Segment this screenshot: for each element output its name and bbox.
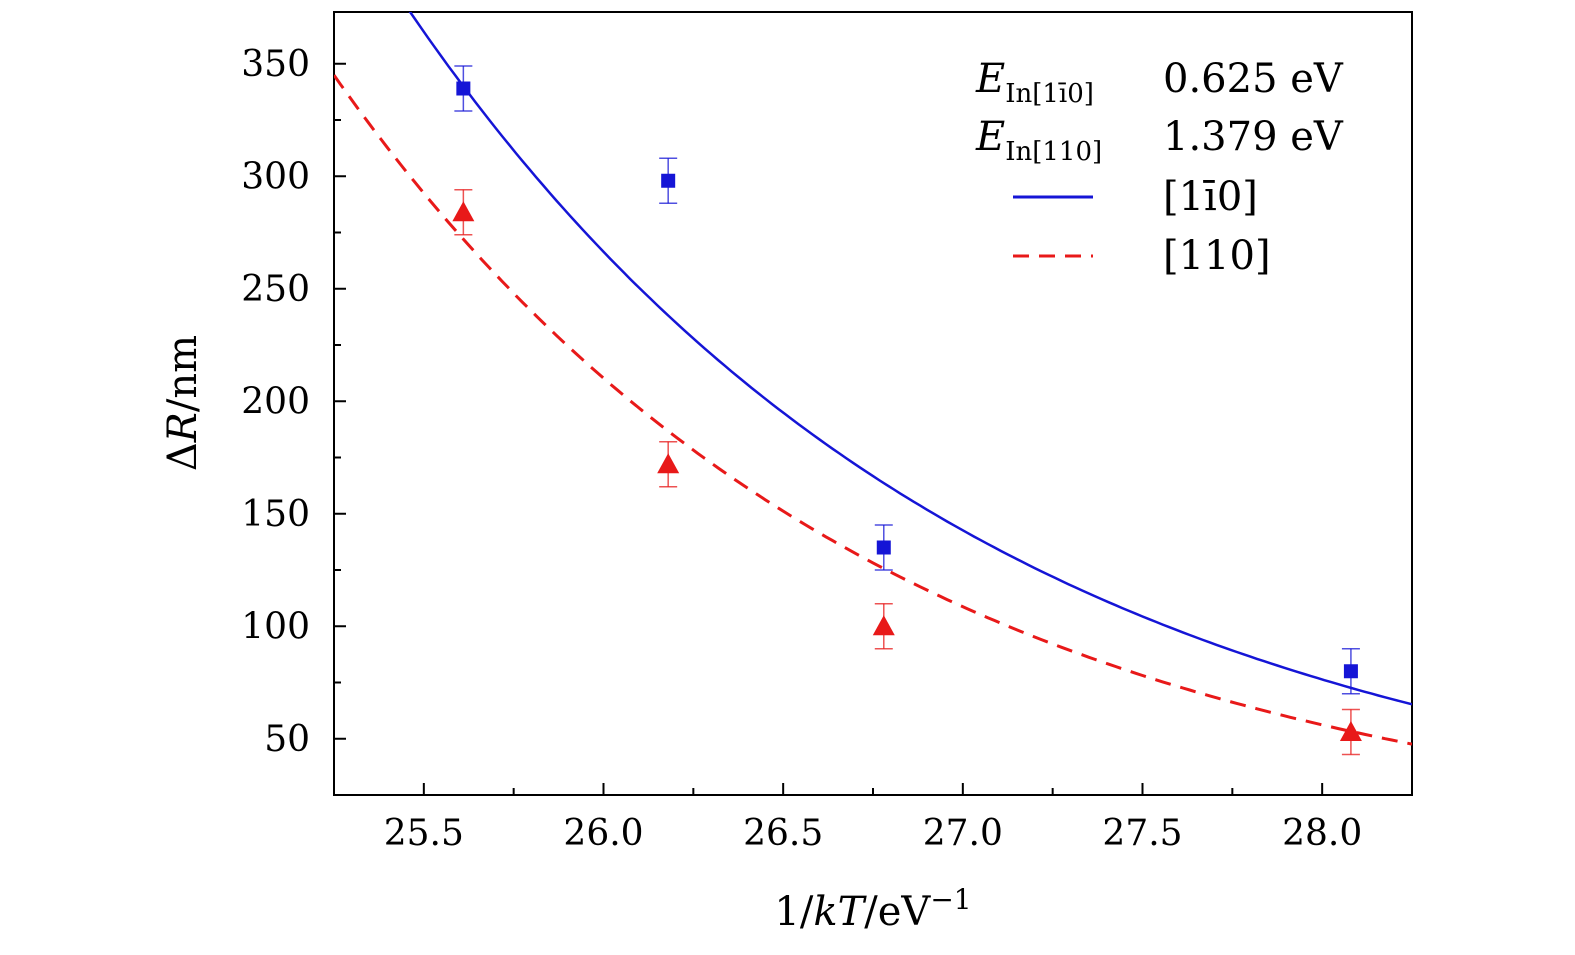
x-tick-label: 26.5	[743, 813, 823, 854]
y-axis-ticks: 50 100 150 200 250 300 350	[241, 44, 346, 796]
fit-curve-1-10	[408, 12, 1412, 706]
data-point-triangle	[872, 615, 895, 636]
y-tick-label: 250	[241, 269, 310, 310]
svg-text:EIn[1ī0]: EIn[1ī0]	[975, 56, 1094, 109]
data-point-square	[661, 173, 676, 188]
data-point-square	[456, 81, 471, 96]
legend: EIn[1ī0] 0.625 eV EIn[110] 1.379 eV [1ī0…	[975, 56, 1344, 279]
legend-energy-row-1: EIn[1ī0] 0.625 eV	[975, 56, 1344, 109]
data-point-square	[1343, 664, 1358, 679]
legend-energy-subscript: In[1ī0]	[1005, 79, 1094, 109]
y-tick-label: 100	[241, 606, 310, 647]
legend-energy-symbol: E	[975, 56, 1005, 102]
y-tick-label: 50	[264, 719, 310, 760]
x-axis-title: 1/kT/eV−1	[774, 883, 971, 935]
y-tick-label: 350	[241, 44, 310, 85]
y-tick-label: 200	[241, 381, 310, 422]
legend-energy-symbol: E	[975, 114, 1005, 160]
legend-line-row-2: [110]	[1013, 233, 1271, 279]
data-point-triangle	[452, 201, 475, 222]
legend-energy-value: 0.625 eV	[1163, 56, 1344, 102]
x-tick-label: 25.5	[384, 813, 464, 854]
fit-curve-110	[334, 74, 1412, 746]
legend-energy-subscript: In[110]	[1005, 137, 1102, 167]
legend-energy-value: 1.379 eV	[1163, 114, 1344, 160]
legend-line-row-1: [1ī0]	[1013, 174, 1258, 220]
x-tick-label: 27.5	[1102, 813, 1182, 854]
legend-line-label: [110]	[1163, 233, 1271, 279]
legend-line-label: [1ī0]	[1163, 174, 1258, 220]
svg-text:EIn[110]: EIn[110]	[975, 114, 1102, 167]
data-point-square	[876, 540, 891, 555]
y-axis-title: ΔR/nm	[160, 335, 206, 471]
x-tick-label: 26.0	[563, 813, 643, 854]
x-tick-label: 28.0	[1282, 813, 1362, 854]
legend-energy-row-2: EIn[110] 1.379 eV	[975, 114, 1344, 167]
y-tick-label: 150	[241, 494, 310, 535]
data-points	[452, 65, 1362, 756]
x-tick-label: 27.0	[923, 813, 1003, 854]
fit-curves	[334, 12, 1412, 746]
data-point-triangle	[1339, 721, 1362, 741]
x-axis-ticks: 25.5 26.0 26.5 27.0 27.5 28.0	[384, 783, 1362, 854]
y-tick-label: 300	[241, 156, 310, 197]
data-point-triangle	[657, 453, 680, 474]
